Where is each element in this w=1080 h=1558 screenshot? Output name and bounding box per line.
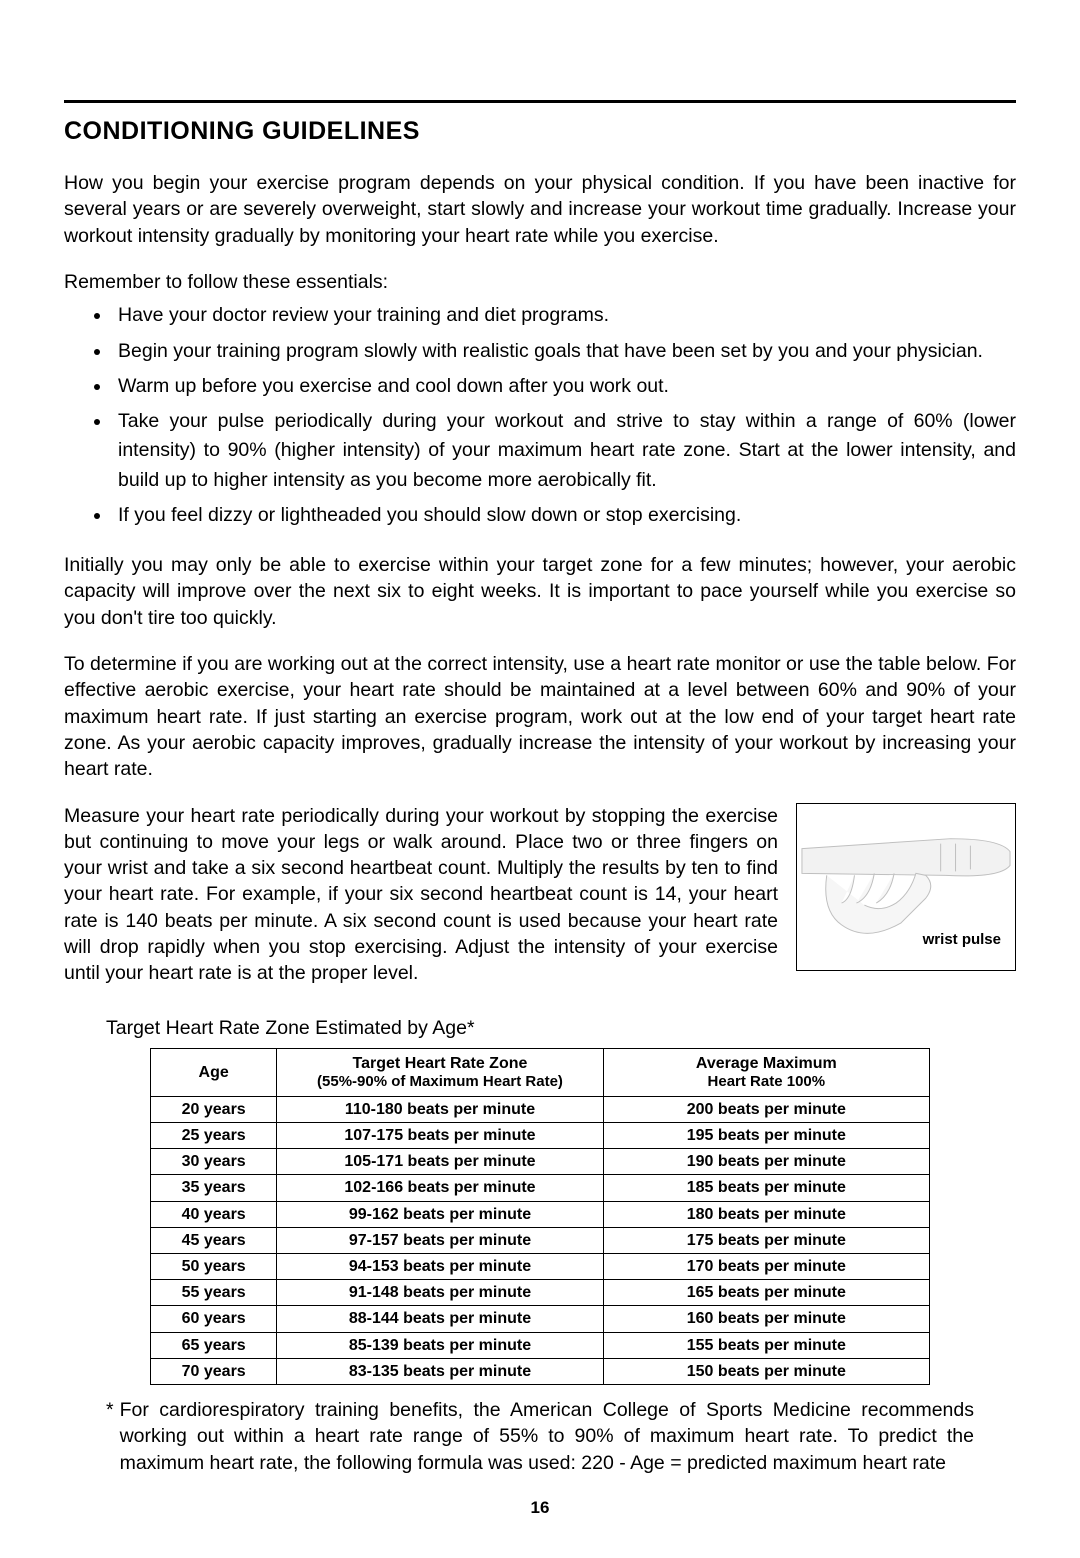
list-item: Have your doctor review your training an… [112,301,1016,330]
th-zone-sub: (55%-90% of Maximum Heart Rate) [285,1073,594,1091]
table-row: 65 years85-139 beats per minute155 beats… [151,1332,930,1358]
th-max-sub: Heart Rate 100% [612,1073,921,1091]
table-row: 35 years102-166 beats per minute185 beat… [151,1175,930,1201]
table-footnote: * For cardiorespiratory training benefit… [106,1397,1016,1476]
table-row: 55 years91-148 beats per minute165 beats… [151,1280,930,1306]
intro-paragraph: How you begin your exercise program depe… [64,170,1016,249]
section-title: CONDITIONING GUIDELINES [64,117,1016,146]
cell-max: 170 beats per minute [603,1254,929,1280]
cell-age: 70 years [151,1358,277,1384]
table-row: 25 years107-175 beats per minute195 beat… [151,1123,930,1149]
table-row: 70 years83-135 beats per minute150 beats… [151,1358,930,1384]
cell-age: 35 years [151,1175,277,1201]
cell-zone: 85-139 beats per minute [277,1332,603,1358]
wrist-pulse-figure: wrist pulse [796,803,1016,971]
list-item: Take your pulse periodically during your… [112,407,1016,495]
cell-max: 150 beats per minute [603,1358,929,1384]
list-item: Warm up before you exercise and cool dow… [112,372,1016,401]
cell-max: 165 beats per minute [603,1280,929,1306]
th-zone: Target Heart Rate Zone (55%-90% of Maxim… [277,1048,603,1096]
th-max: Average Maximum Heart Rate 100% [603,1048,929,1096]
cell-max: 200 beats per minute [603,1096,929,1122]
cell-age: 25 years [151,1123,277,1149]
th-age: Age [151,1048,277,1096]
cell-age: 20 years [151,1096,277,1122]
row-measure-heart-rate: Measure your heart rate periodically dur… [64,803,1016,987]
cell-age: 60 years [151,1306,277,1332]
cell-max: 190 beats per minute [603,1149,929,1175]
cell-zone: 91-148 beats per minute [277,1280,603,1306]
table-row: 45 years97-157 beats per minute175 beats… [151,1227,930,1253]
th-zone-main: Target Heart Rate Zone [353,1055,528,1072]
cell-zone: 110-180 beats per minute [277,1096,603,1122]
cell-max: 160 beats per minute [603,1306,929,1332]
cell-zone: 94-153 beats per minute [277,1254,603,1280]
cell-age: 45 years [151,1227,277,1253]
cell-age: 55 years [151,1280,277,1306]
table-row: 50 years94-153 beats per minute170 beats… [151,1254,930,1280]
footnote-text: For cardiorespiratory training benefits,… [120,1397,974,1476]
table-row: 20 years110-180 beats per minute200 beat… [151,1096,930,1122]
wrist-pulse-label: wrist pulse [923,931,1001,948]
page-container: CONDITIONING GUIDELINES How you begin yo… [0,0,1080,1558]
list-item: If you feel dizzy or lightheaded you sho… [112,501,1016,530]
paragraph-4: Measure your heart rate periodically dur… [64,803,778,987]
cell-age: 65 years [151,1332,277,1358]
cell-zone: 102-166 beats per minute [277,1175,603,1201]
cell-max: 185 beats per minute [603,1175,929,1201]
cell-zone: 107-175 beats per minute [277,1123,603,1149]
cell-zone: 88-144 beats per minute [277,1306,603,1332]
cell-zone: 83-135 beats per minute [277,1358,603,1384]
paragraph-2: Initially you may only be able to exerci… [64,552,1016,631]
table-body: 20 years110-180 beats per minute200 beat… [151,1096,930,1384]
page-number: 16 [64,1498,1016,1518]
table-title: Target Heart Rate Zone Estimated by Age* [106,1017,1016,1040]
essentials-list: Have your doctor review your training an… [64,301,1016,530]
cell-max: 155 beats per minute [603,1332,929,1358]
essentials-lead: Remember to follow these essentials: [64,269,1016,295]
cell-max: 195 beats per minute [603,1123,929,1149]
heart-rate-table: Age Target Heart Rate Zone (55%-90% of M… [150,1048,930,1385]
cell-max: 180 beats per minute [603,1201,929,1227]
cell-age: 40 years [151,1201,277,1227]
list-item: Begin your training program slowly with … [112,337,1016,366]
footnote-star: * [106,1397,114,1476]
paragraph-3: To determine if you are working out at t… [64,651,1016,783]
cell-zone: 97-157 beats per minute [277,1227,603,1253]
cell-zone: 99-162 beats per minute [277,1201,603,1227]
top-rule [64,100,1016,103]
cell-age: 50 years [151,1254,277,1280]
table-row: 60 years88-144 beats per minute160 beats… [151,1306,930,1332]
table-row: 40 years99-162 beats per minute180 beats… [151,1201,930,1227]
cell-age: 30 years [151,1149,277,1175]
table-header-row: Age Target Heart Rate Zone (55%-90% of M… [151,1048,930,1096]
cell-max: 175 beats per minute [603,1227,929,1253]
th-max-main: Average Maximum [696,1055,837,1072]
table-row: 30 years105-171 beats per minute190 beat… [151,1149,930,1175]
cell-zone: 105-171 beats per minute [277,1149,603,1175]
